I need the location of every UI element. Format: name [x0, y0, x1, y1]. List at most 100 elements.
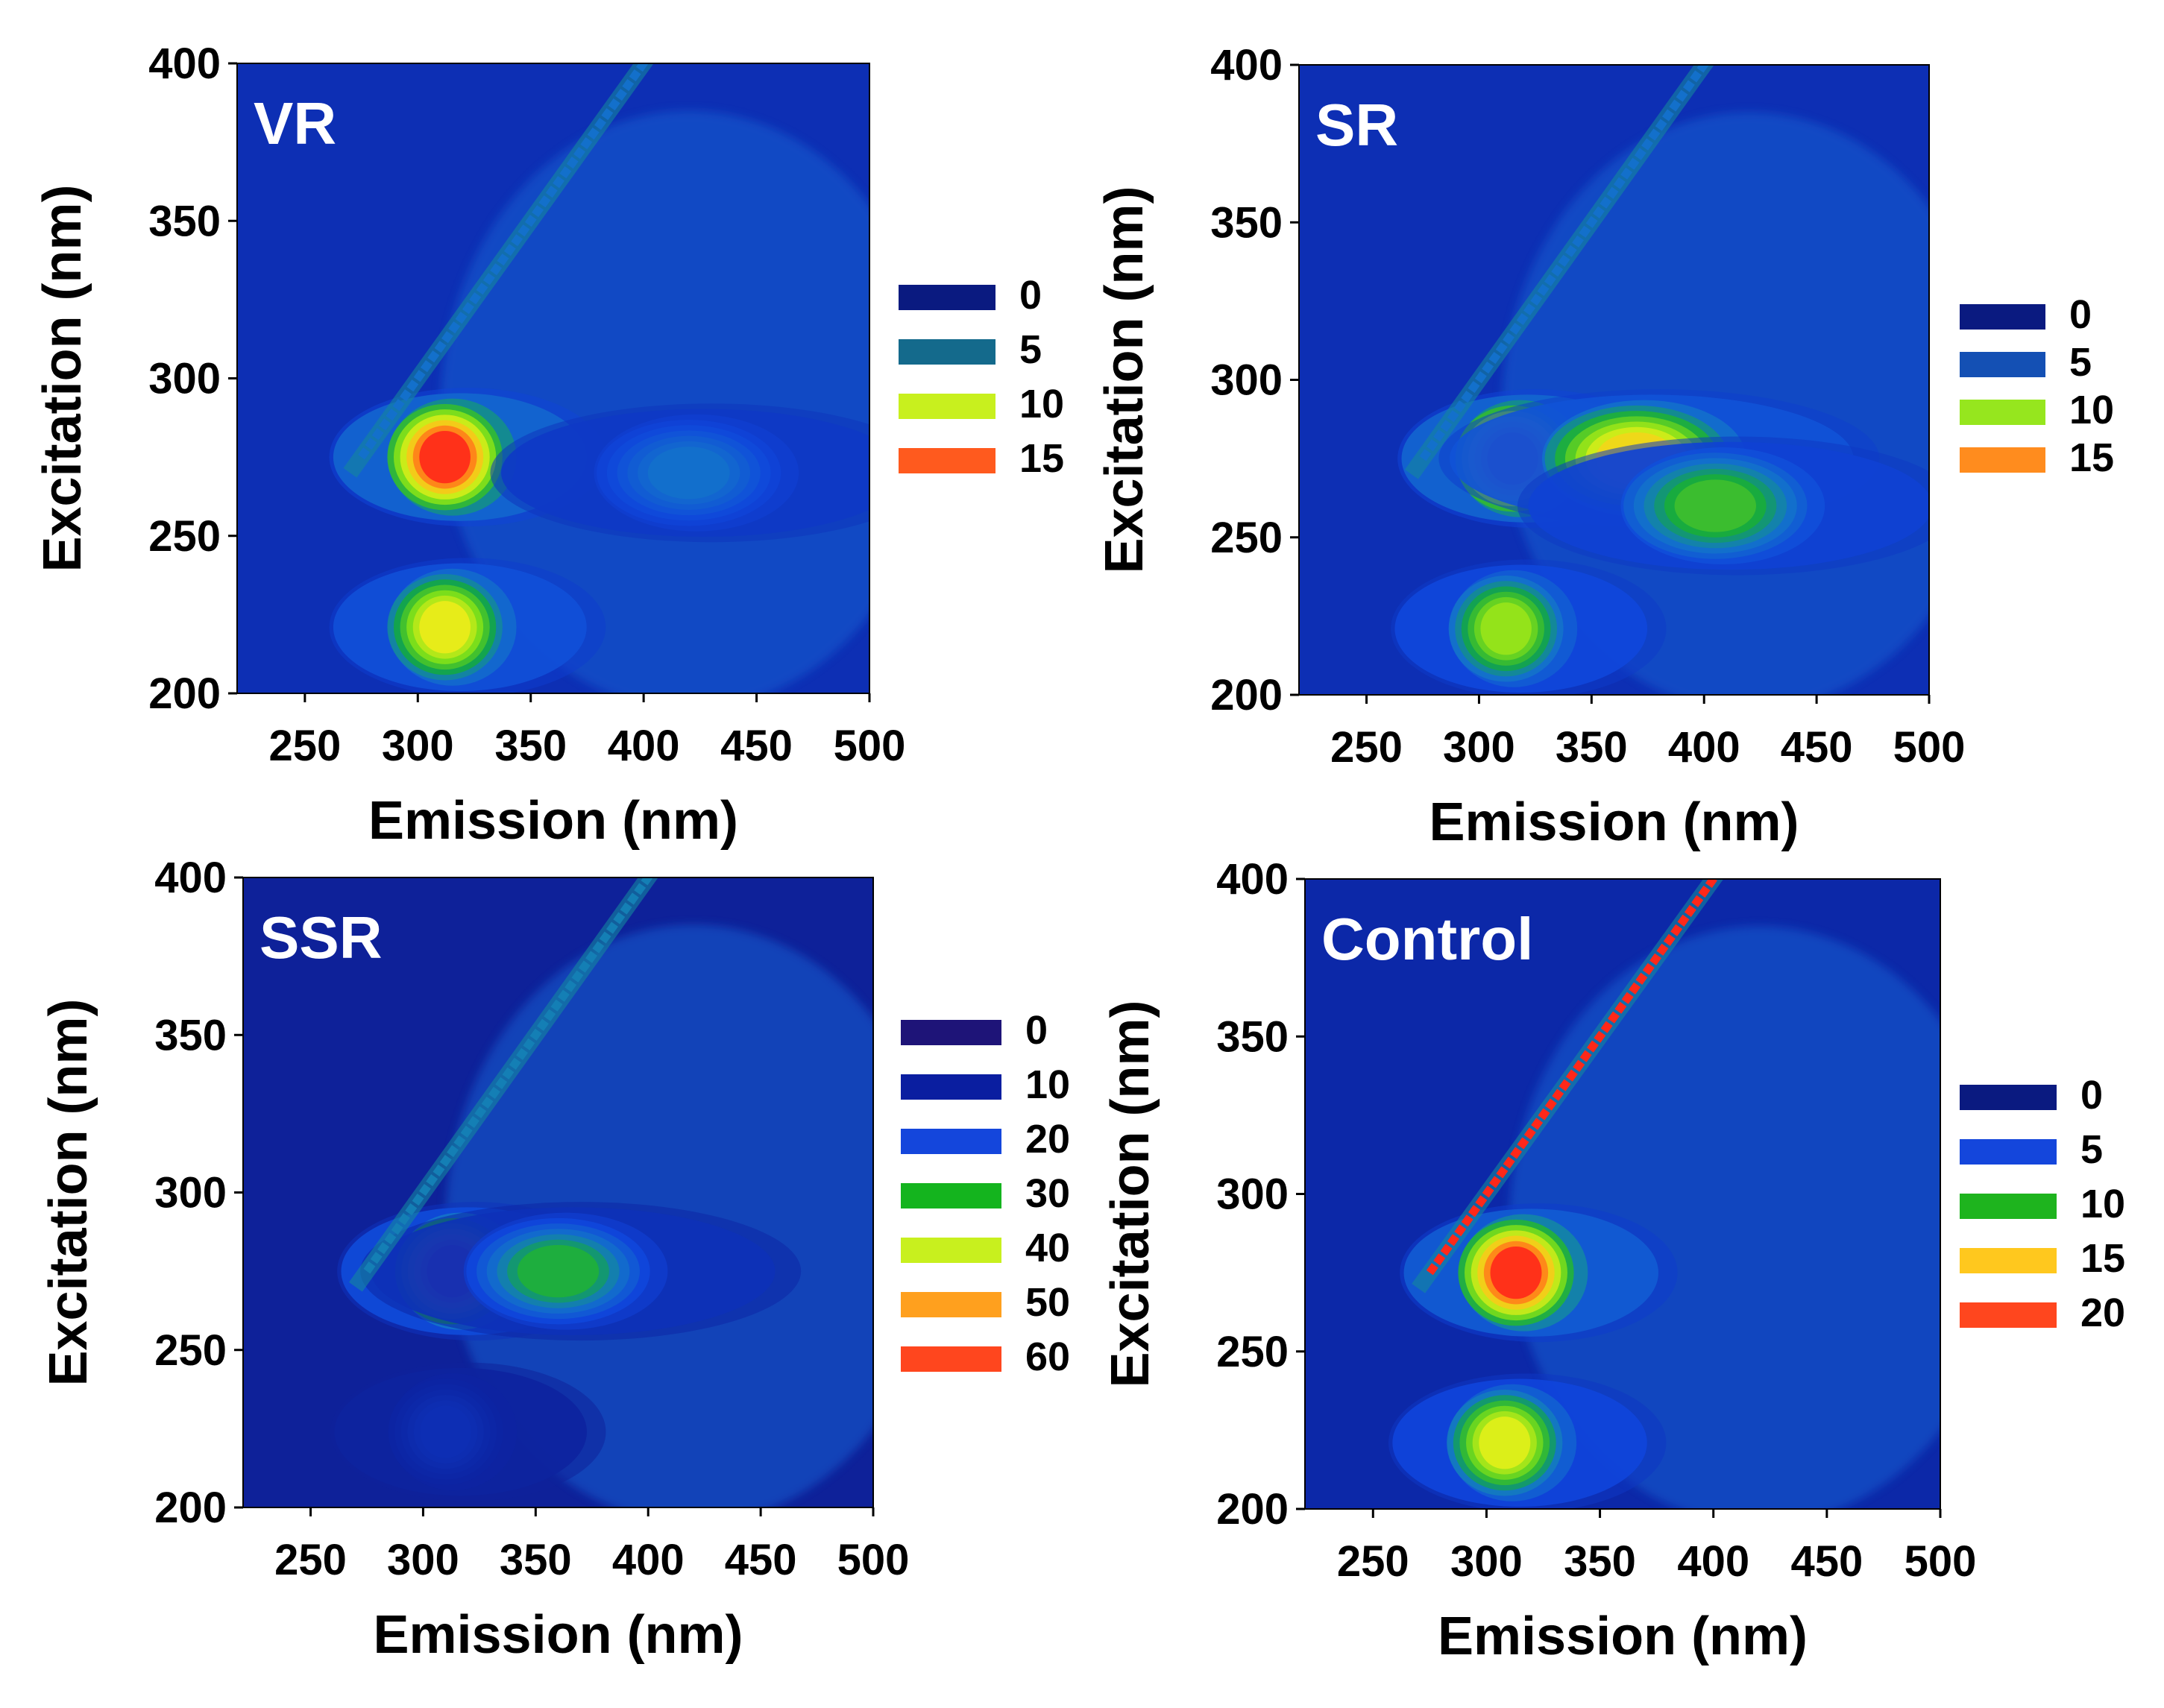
- y-axis-title: Excitation (nm): [33, 184, 92, 572]
- x-tick-label: 250: [274, 1536, 347, 1584]
- heatmap-area: [243, 877, 873, 1507]
- peak-contour: [517, 1245, 600, 1298]
- x-tick-label: 350: [1564, 1537, 1636, 1586]
- legend-label: 5: [2069, 340, 2092, 385]
- peak-contour: [419, 601, 471, 654]
- y-axis-title: Excitation (nm): [1095, 186, 1154, 573]
- diffuse-fluorescence-region: [1509, 926, 1940, 1509]
- peak-1: [1400, 1203, 1678, 1343]
- x-tick-label: 250: [1330, 723, 1403, 772]
- legend-swatch: [901, 1292, 1001, 1317]
- y-tick-label: 200: [148, 669, 221, 718]
- peak-4: [1517, 436, 1929, 576]
- legend-swatch: [1960, 447, 2045, 473]
- legend-swatch: [901, 1238, 1001, 1263]
- peak-contour: [647, 447, 730, 500]
- x-tick-label: 400: [608, 722, 680, 770]
- x-tick-label: 450: [720, 722, 793, 770]
- scatter-line: [1419, 65, 1709, 461]
- x-tick-label: 350: [1556, 723, 1628, 772]
- panel-label: SSR: [260, 904, 383, 971]
- peak-2: [360, 1202, 802, 1341]
- diffuse-fluorescence-region: [440, 110, 869, 693]
- legend-label: 15: [2069, 435, 2114, 480]
- y-tick-label: 400: [1210, 41, 1283, 89]
- y-tick-label: 350: [154, 1011, 227, 1059]
- peak-2: [1388, 1373, 1667, 1509]
- legend-label: 10: [2069, 388, 2114, 432]
- legend-label: 10: [2080, 1182, 2125, 1226]
- peak-2: [329, 558, 606, 693]
- x-tick-label: 300: [387, 1536, 459, 1584]
- legend-label: 10: [1025, 1062, 1070, 1107]
- x-tick-label: 400: [1677, 1537, 1749, 1586]
- legend-label: 15: [1019, 436, 1064, 481]
- panel-label: SR: [1315, 92, 1398, 158]
- legend-swatch: [899, 285, 995, 310]
- y-tick-label: 300: [1216, 1170, 1289, 1219]
- y-tick-label: 250: [1210, 514, 1283, 562]
- y-tick-label: 400: [148, 40, 221, 88]
- legend-swatch: [1960, 1248, 2057, 1273]
- y-tick-label: 350: [1216, 1012, 1289, 1061]
- legend-label: 5: [2080, 1127, 2103, 1172]
- x-tick-label: 300: [1450, 1537, 1523, 1586]
- peak-contour: [420, 1405, 471, 1458]
- y-tick-label: 300: [1210, 356, 1283, 405]
- y-tick-label: 400: [154, 854, 227, 902]
- peak-contour: [1479, 1416, 1531, 1469]
- legend-swatch: [901, 1020, 1001, 1045]
- x-tick-label: 400: [612, 1536, 685, 1584]
- panel-vr: VR 250 300 350 400 450 500 200 250 300 350 400 Emiss…: [33, 40, 1064, 851]
- legend-label: 0: [2069, 292, 2092, 337]
- legend-swatch: [901, 1346, 1001, 1372]
- x-tick-label: 450: [1781, 723, 1853, 772]
- y-tick-label: 200: [154, 1484, 227, 1532]
- peak-contour: [419, 431, 471, 484]
- panel-label: Control: [1321, 906, 1533, 972]
- legend-label: 40: [1025, 1226, 1070, 1270]
- x-tick-label: 500: [837, 1536, 910, 1584]
- x-tick-label: 500: [1893, 723, 1966, 772]
- legend-swatch: [1960, 304, 2045, 330]
- y-tick-label: 250: [1216, 1328, 1289, 1376]
- legend-label: 50: [1025, 1280, 1070, 1325]
- x-tick-label: 250: [1337, 1537, 1409, 1586]
- y-tick-label: 200: [1216, 1485, 1289, 1534]
- legend-swatch: [1960, 1139, 2057, 1165]
- x-tick-label: 250: [268, 722, 341, 770]
- heatmap-area: [1299, 65, 1929, 695]
- heatmap-area: [237, 63, 869, 693]
- panel-label: VR: [254, 90, 336, 157]
- legend-swatch: [899, 448, 995, 473]
- legend-label: 15: [2080, 1236, 2125, 1281]
- x-axis-title: Emission (nm): [368, 791, 738, 851]
- legend-swatch: [1960, 1194, 2057, 1219]
- x-tick-label: 400: [1668, 723, 1740, 772]
- peak-3: [490, 403, 869, 543]
- scatter-line: [358, 63, 649, 460]
- legend: 0 5 10 15 20: [1960, 1073, 2125, 1335]
- legend-swatch: [901, 1074, 1001, 1100]
- legend-label: 10: [1019, 382, 1064, 426]
- x-tick-label: 450: [725, 1536, 797, 1584]
- y-tick-label: 300: [154, 1169, 227, 1217]
- legend-label: 30: [1025, 1171, 1070, 1216]
- y-tick-label: 350: [1210, 198, 1283, 247]
- scatter-line: [1426, 879, 1719, 1276]
- legend-swatch: [1960, 400, 2045, 425]
- legend-swatch: [901, 1183, 1001, 1208]
- x-tick-label: 500: [834, 722, 906, 770]
- legend-swatch: [901, 1129, 1001, 1154]
- y-tick-label: 250: [154, 1326, 227, 1375]
- panel-sr: SR 250 300 350 400 450 500 200 250 300 350 400 Emiss…: [1095, 41, 2114, 852]
- legend-label: 60: [1025, 1334, 1070, 1379]
- legend-swatch: [1960, 1085, 2057, 1110]
- legend-label: 5: [1019, 327, 1042, 372]
- legend: 0 10 20 30 40 50 60: [901, 1008, 1070, 1379]
